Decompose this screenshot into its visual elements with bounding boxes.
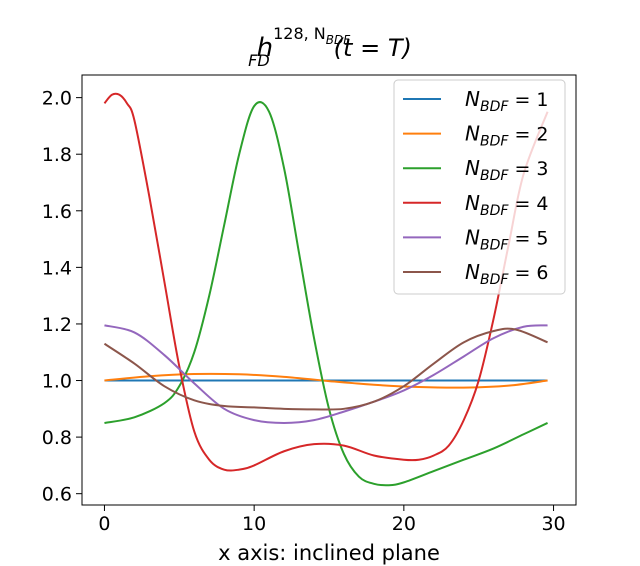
legend-label-1: NBDF = 1 [465, 87, 549, 115]
title-text: h128, NBDF FD (t = T) [248, 24, 412, 70]
y-tick-label: 0.6 [42, 484, 72, 506]
x-tick-label: 10 [242, 513, 266, 535]
y-tick-label: 0.8 [42, 427, 72, 449]
series-line-5 [104, 324, 548, 424]
series-line-4 [103, 92, 549, 472]
legend-label-4: NBDF = 4 [465, 191, 549, 219]
chart-title: h128, NBDF FD (t = T) [248, 24, 412, 70]
y-tick-label: 1.0 [42, 371, 72, 393]
legend: NBDF = 1 NBDF = 2 NBDF = 3 NBDF = 4 NBDF = 5… [393, 79, 566, 295]
series-lines [103, 92, 549, 487]
legend-label-5: NBDF = 5 [465, 225, 549, 253]
legend-label-3: NBDF = 3 [465, 156, 549, 184]
x-tick-label: 20 [392, 513, 416, 535]
y-tick-label: 1.6 [42, 201, 72, 223]
y-tick-label: 2.0 [42, 88, 72, 110]
series-line-3 [104, 101, 548, 487]
series-line-6 [103, 327, 548, 411]
x-tick-label: 0 [98, 513, 110, 535]
y-tick-label: 1.2 [42, 314, 72, 336]
x-tick-label: 30 [541, 513, 565, 535]
x-axis-label: x axis: inclined plane [218, 541, 440, 565]
legend-label-6: NBDF = 6 [465, 260, 549, 288]
plot-frame [81, 74, 577, 506]
y-tick-label: 1.4 [42, 257, 72, 279]
y-tick-label: 1.8 [42, 144, 72, 166]
axes: 0 10 20 30 0.6 0.8 1.0 1.2 1.4 1.6 1.8 2.0 [42, 74, 577, 535]
legend-label-2: NBDF = 2 [465, 122, 549, 150]
